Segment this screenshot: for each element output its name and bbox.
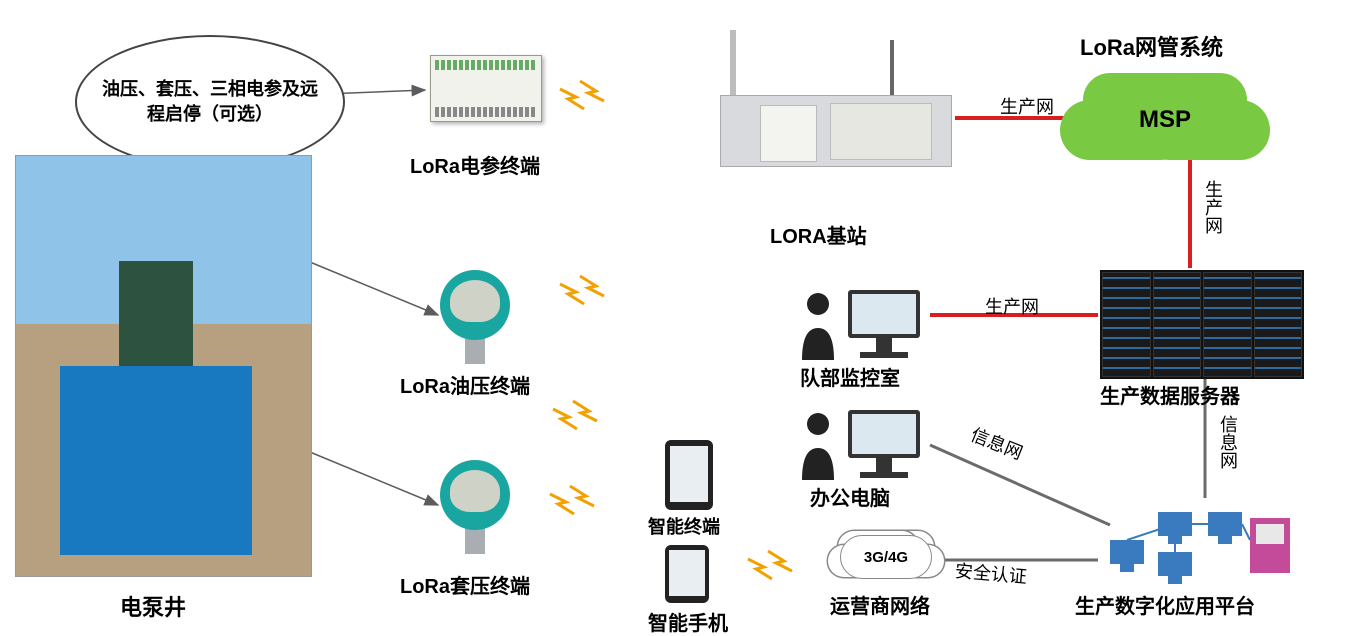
edge-label-prod3: 生产网 — [985, 293, 1039, 319]
edge-label-prod1: 生产网 — [1000, 93, 1054, 119]
rtu-label: LoRa电参终端 — [410, 150, 540, 179]
basestation-label: LORA基站 — [770, 220, 867, 249]
server-rack-icon — [1100, 270, 1304, 379]
wireless-icon-4 — [748, 551, 792, 579]
wireless-icon-1 — [560, 276, 604, 304]
carrier-cloud-icon: 3G/4G — [840, 535, 932, 579]
edge-label-info1: 信息网 — [967, 421, 1027, 465]
gauge-oil-label: LoRa油压终端 — [400, 370, 530, 399]
wireless-icon-2 — [553, 401, 597, 429]
smart-phone-icon — [665, 545, 709, 603]
basestation-icon — [700, 55, 960, 205]
carrier-cloud-label: 运营商网络 — [830, 590, 930, 619]
platform-label: 生产数字化应用平台 — [1075, 590, 1255, 619]
office-pc-label: 办公电脑 — [810, 482, 890, 511]
edge-well_callout-gauge_oil — [305, 260, 438, 315]
well-photo — [15, 155, 312, 577]
carrier-cloud-badge: 3G/4G — [864, 549, 908, 566]
msp-title: LoRa网管系统 — [1080, 30, 1223, 62]
callout-bubble: 油压、套压、三相电参及远程启停（可选） — [75, 35, 345, 169]
wireless-icon-3 — [550, 486, 594, 514]
platform-icon — [1100, 500, 1300, 585]
office-pc-icon — [790, 400, 930, 480]
callout-text: 油压、套压、三相电参及远程启停（可选） — [95, 77, 325, 127]
smart-terminal-icon — [665, 440, 713, 510]
server-rack-label: 生产数据服务器 — [1100, 380, 1240, 409]
rtu-module-icon — [430, 55, 542, 122]
edge-label-secauth: 安全认证 — [954, 557, 1028, 589]
smart-terminal-label: 智能终端 — [648, 513, 720, 539]
msp-cloud-icon: MSP — [1095, 85, 1235, 155]
monitor-room-icon — [790, 280, 930, 360]
gauge-case-icon — [440, 460, 510, 554]
msp-cloud-label: MSP — [1139, 106, 1191, 134]
wireless-icon-0 — [560, 81, 604, 109]
pump-head-icon — [119, 261, 193, 366]
well-label: 电泵井 — [120, 590, 186, 622]
gauge-case-label: LoRa套压终端 — [400, 570, 530, 599]
monitor-room-label: 队部监控室 — [800, 362, 900, 391]
edge-well_callout-gauge_case — [305, 450, 438, 505]
pump-body-icon — [60, 366, 252, 555]
gauge-oil-icon — [440, 270, 510, 364]
edge-label-prod2: 生产网 — [1200, 180, 1226, 234]
edge-label-info2: 信息网 — [1215, 415, 1241, 469]
